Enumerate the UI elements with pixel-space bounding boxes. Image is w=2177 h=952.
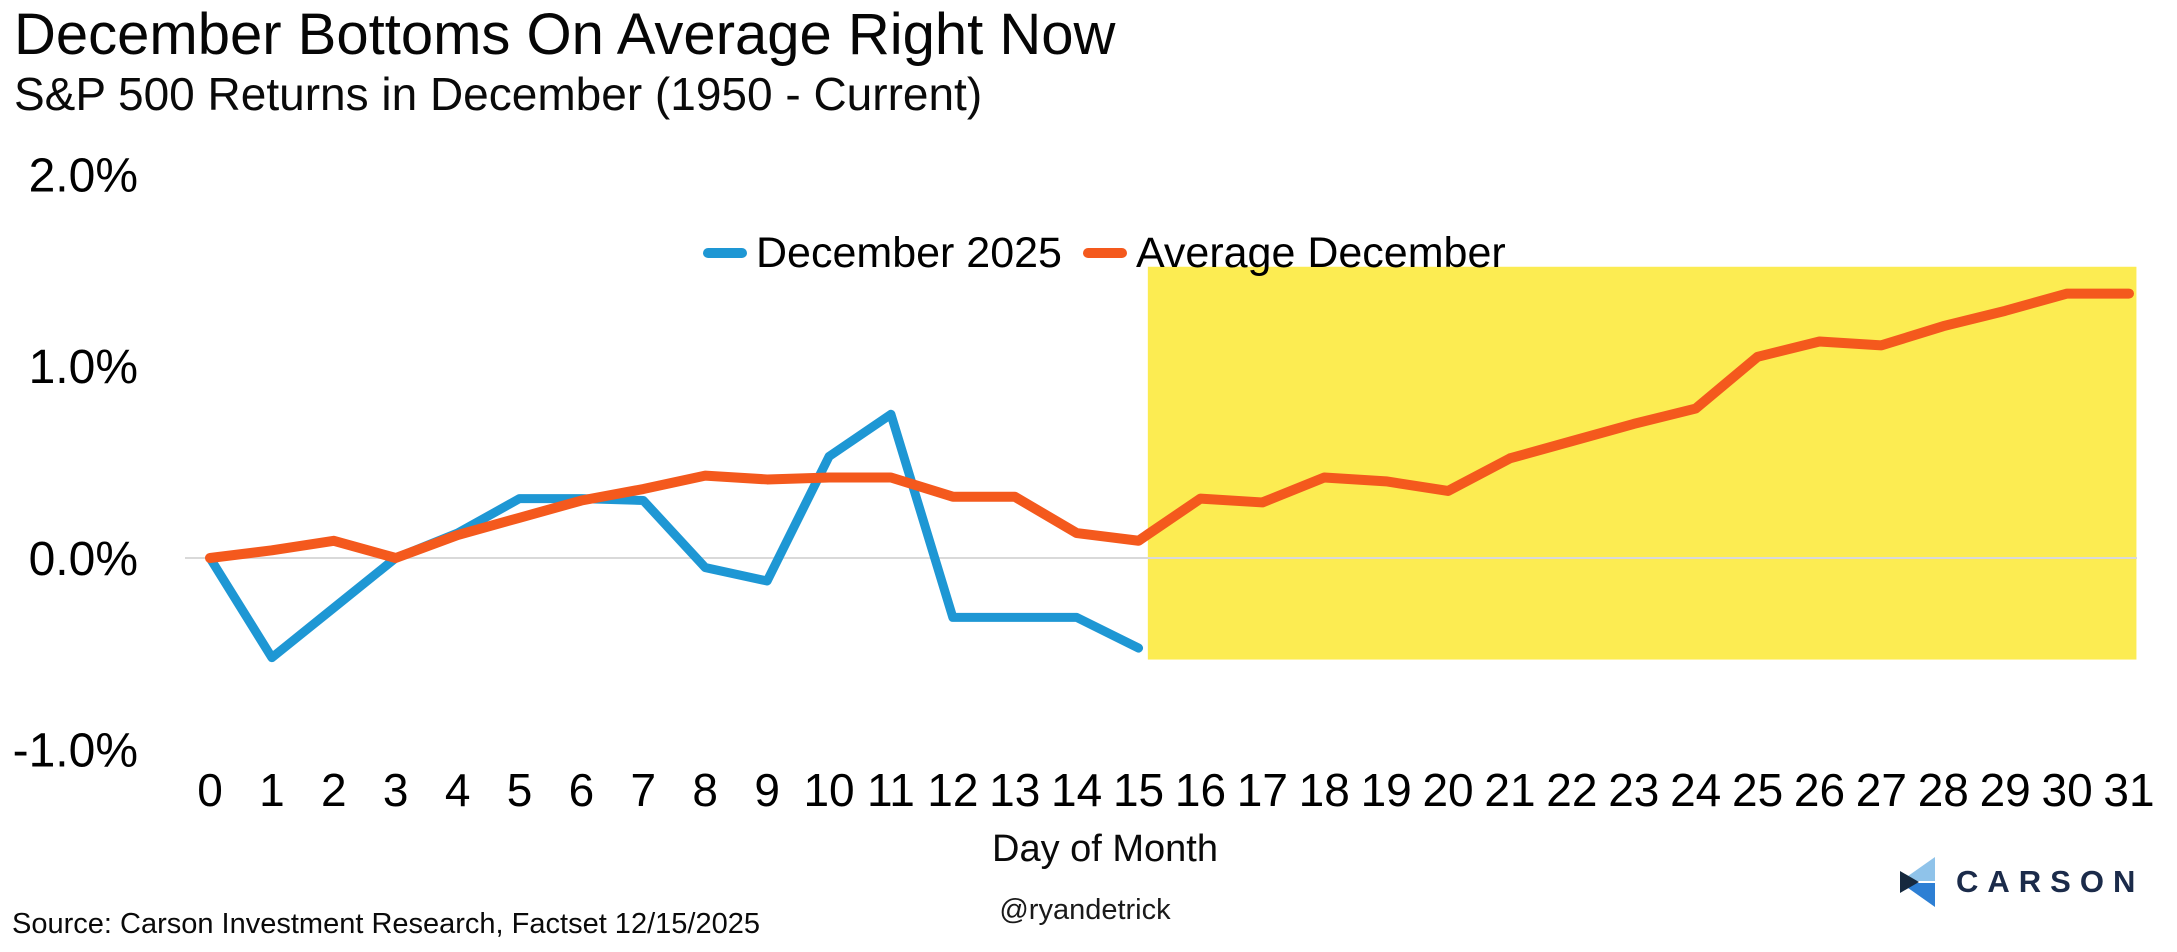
x-tick-label: 21 <box>1484 764 1535 816</box>
x-tick-label: 10 <box>803 764 854 816</box>
x-tick-label: 31 <box>2103 764 2154 816</box>
highlight-region-second-half <box>1147 266 2137 660</box>
y-axis-tick-labels: 2.0% 1.0% 0.0% -1.0% <box>13 150 138 778</box>
x-tick-label: 12 <box>927 764 978 816</box>
x-tick-label: 14 <box>1051 764 1102 816</box>
x-tick-label: 7 <box>631 764 657 816</box>
x-axis-tick-labels: 0 1 2 3 4 5 6 7 8 9 10 11 12 13 14 15 16 17 18 19 20 21 22 23 24… <box>197 764 2154 816</box>
attribution-handle: @ryandetrick <box>999 894 1171 926</box>
x-tick-label: 26 <box>1794 764 1845 816</box>
x-tick-label: 2 <box>321 764 347 816</box>
logo-triangle-notch <box>1900 871 1919 893</box>
x-tick-label: 28 <box>1918 764 1969 816</box>
x-tick-label: 22 <box>1546 764 1597 816</box>
carson-logo: CARSON <box>1898 855 2144 909</box>
x-tick-label: 13 <box>989 764 1040 816</box>
x-tick-label: 5 <box>507 764 533 816</box>
x-tick-label: 19 <box>1361 764 1412 816</box>
series-line-december-2025 <box>205 409 1144 663</box>
legend-item-december-2025: December 2025 <box>703 228 1062 277</box>
x-tick-label: 6 <box>569 764 595 816</box>
x-tick-label: 0 <box>197 764 223 816</box>
chart-title: December Bottoms On Average Right Now <box>14 2 1116 67</box>
legend-swatch-december-2025-icon <box>703 248 747 258</box>
chart-subtitle: S&P 500 Returns in December (1950 - Curr… <box>14 68 983 120</box>
x-tick-label: 24 <box>1670 764 1721 816</box>
y-tick-label: -1.0% <box>13 724 138 777</box>
legend-item-average-december: Average December <box>1083 228 1506 277</box>
x-tick-label: 1 <box>259 764 285 816</box>
x-tick-label: 30 <box>2042 764 2093 816</box>
x-tick-label: 8 <box>692 764 718 816</box>
legend-label-average-december: Average December <box>1136 228 1506 277</box>
y-tick-label: 0.0% <box>29 533 138 586</box>
series-line-average-december <box>205 288 2134 563</box>
carson-brand-text: CARSON <box>1956 864 2145 899</box>
y-tick-label: 2.0% <box>29 150 138 203</box>
x-tick-label: 15 <box>1113 764 1164 816</box>
x-tick-label: 27 <box>1856 764 1907 816</box>
x-tick-label: 17 <box>1237 764 1288 816</box>
y-tick-label: 1.0% <box>29 341 138 394</box>
x-tick-label: 18 <box>1299 764 1350 816</box>
carson-logo-icon <box>1900 857 1935 907</box>
legend-label-december-2025: December 2025 <box>756 228 1062 277</box>
x-tick-label: 29 <box>1980 764 2031 816</box>
x-tick-label: 20 <box>1422 764 1473 816</box>
x-tick-label: 25 <box>1732 764 1783 816</box>
logo-triangle-bottom <box>1901 883 1935 907</box>
x-tick-label: 16 <box>1175 764 1226 816</box>
logo-triangle-top <box>1901 857 1935 881</box>
x-tick-label: 4 <box>445 764 471 816</box>
legend-swatch-average-december-icon <box>1083 248 1127 258</box>
series-lines <box>205 288 2134 663</box>
x-tick-label: 23 <box>1608 764 1659 816</box>
x-axis-title: Day of Month <box>992 828 1218 870</box>
x-tick-label: 3 <box>383 764 409 816</box>
x-tick-label: 9 <box>754 764 780 816</box>
source-note: Source: Carson Investment Research, Fact… <box>12 908 760 940</box>
x-tick-label: 11 <box>867 764 915 816</box>
